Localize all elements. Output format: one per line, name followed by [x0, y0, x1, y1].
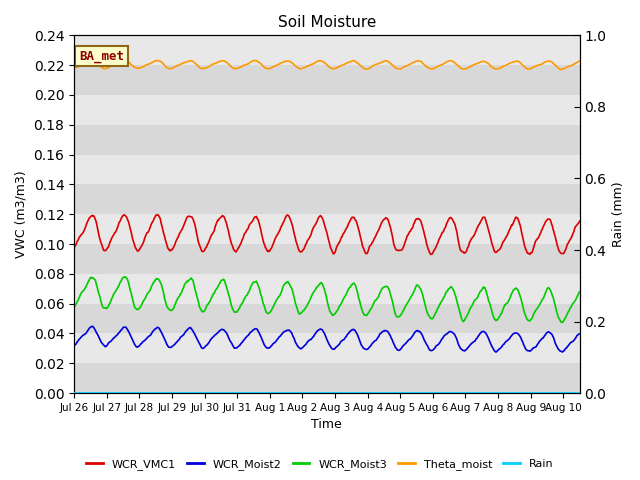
Text: BA_met: BA_met [79, 49, 124, 63]
Bar [74, 334, 580, 363]
Bar [74, 274, 580, 304]
Bar [74, 155, 580, 184]
Bar [74, 36, 580, 65]
X-axis label: Time: Time [312, 419, 342, 432]
Y-axis label: VWC (m3/m3): VWC (m3/m3) [15, 170, 28, 258]
Title: Soil Moisture: Soil Moisture [278, 15, 376, 30]
Bar [74, 125, 580, 155]
Bar [74, 65, 580, 95]
Bar [74, 304, 580, 334]
Bar [74, 184, 580, 214]
Bar [74, 214, 580, 244]
Bar [74, 95, 580, 125]
Bar [74, 244, 580, 274]
Y-axis label: Rain (mm): Rain (mm) [612, 181, 625, 247]
Bar [74, 363, 580, 393]
Legend: WCR_VMC1, WCR_Moist2, WCR_Moist3, Theta_moist, Rain: WCR_VMC1, WCR_Moist2, WCR_Moist3, Theta_… [82, 455, 558, 474]
